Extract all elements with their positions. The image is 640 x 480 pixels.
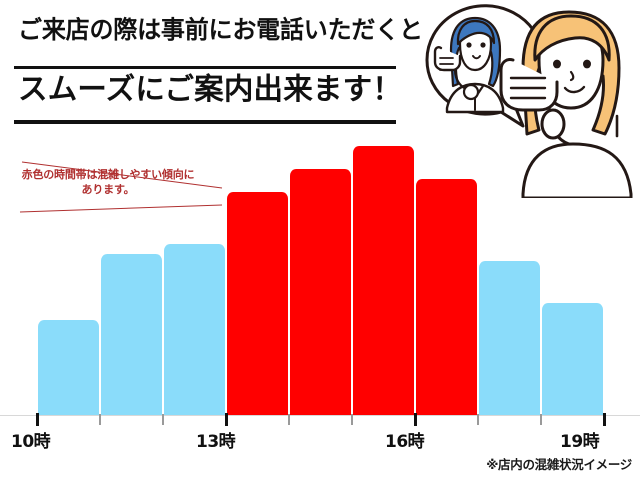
bar-10時 — [37, 319, 100, 415]
headline-divider-thin — [14, 66, 396, 69]
bar-16時 — [415, 178, 478, 415]
axis-label-19時: 19時 — [560, 432, 600, 452]
woman-on-phone-illustration — [499, 10, 633, 198]
axis-label-16時: 16時 — [385, 432, 425, 452]
axis-tick-0 — [36, 413, 39, 426]
staff-on-phone-illustration — [433, 16, 505, 114]
bar-17時 — [478, 260, 541, 415]
bar-11時 — [100, 254, 163, 415]
headline-block: ご来店の際は事前にお電話いただくと スムーズにご案内出来ます！ — [0, 15, 423, 124]
axis-label-10時: 10時 — [11, 432, 51, 452]
annotation-line-2: あります。 — [81, 182, 135, 196]
bar-18時 — [541, 303, 604, 415]
axis-tick-4 — [288, 414, 290, 425]
bar-13時 — [226, 191, 289, 415]
footnote-caption: ※店内の混雑状況イメージ — [486, 457, 632, 472]
bubble-handset — [433, 46, 480, 101]
headline-line-2: スムーズにご案内出来ます！ — [18, 72, 403, 106]
bar-14時 — [289, 168, 352, 415]
headline-line-1: ご来店の際は事前にお電話いただくと — [18, 15, 423, 44]
x-axis-line — [0, 415, 640, 416]
annotation-line-1: 赤色の時間帯は混雑しやすい傾向に — [21, 168, 195, 181]
bar-12時 — [163, 244, 226, 415]
axis-tick-5 — [351, 414, 353, 425]
axis-tick-2 — [162, 414, 164, 425]
axis-label-13時: 13時 — [196, 432, 236, 452]
phone-call-illustration — [425, 4, 633, 198]
bar-15時 — [352, 145, 415, 415]
front-handset — [499, 58, 571, 146]
axis-tick-7 — [477, 414, 479, 425]
headline-divider-thick — [14, 120, 396, 124]
axis-tick-1 — [99, 414, 101, 425]
busy-hours-annotation: 赤色の時間帯は混雑しやすい傾向に あります。 — [8, 168, 208, 198]
axis-tick-8 — [540, 414, 542, 425]
axis-tick-9 — [603, 413, 606, 426]
axis-tick-6 — [414, 413, 417, 426]
axis-tick-3 — [225, 413, 228, 426]
